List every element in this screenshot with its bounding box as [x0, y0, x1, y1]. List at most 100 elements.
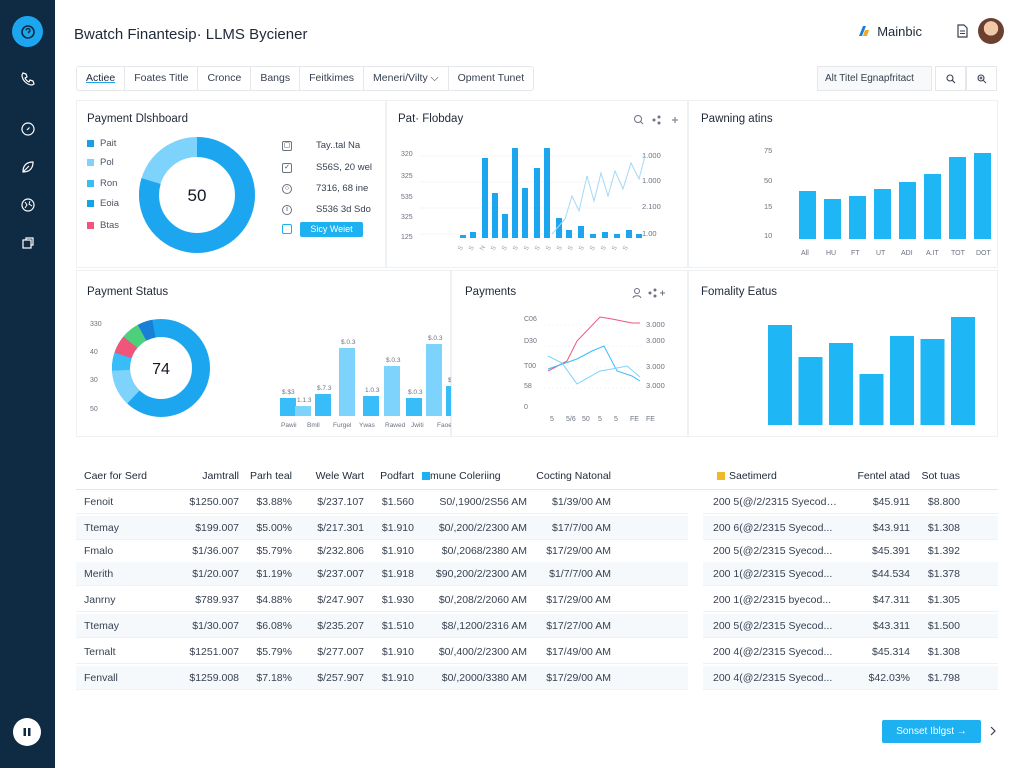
table-row[interactable]: Merith $1/20.007 $1.19% $/237.007 $1.918 $90,… [76, 562, 688, 586]
table-row[interactable]: 200 1(@2/2315 Syecod... $44.534 $1.378 [703, 562, 998, 586]
table-cell: $0/,2000/3380 AM [441, 672, 527, 684]
bar-label: 1.0.3 [365, 387, 380, 394]
top-right-controls: Mainbic [857, 18, 1004, 44]
table-cell: $1.19% [256, 568, 292, 580]
table-row[interactable]: Fenoit $1250.007 $3.88% $/237.107 $1.560 S0/,… [76, 490, 688, 514]
legend-swatch [87, 140, 94, 147]
bar [512, 148, 518, 238]
x-tick-label: S [556, 244, 565, 252]
view-button[interactable]: Sicy Weiet [300, 222, 363, 237]
bar [426, 344, 442, 416]
series-line [547, 316, 640, 372]
column-header[interactable]: Jamtrall [202, 470, 239, 482]
avatar[interactable] [978, 18, 1004, 44]
table-row[interactable]: Fenvall $1259.008 $7.18% $/257.907 $1.910 $0/… [76, 666, 688, 690]
list-item: i S536 3d Sdo [282, 204, 371, 215]
tab-actiee[interactable]: Actiee [77, 67, 126, 90]
search-button[interactable] [935, 66, 966, 91]
table-row[interactable]: Ttemay $1/30.007 $6.08% $/235.207 $1.510 $8/,… [76, 614, 688, 638]
leaf-icon[interactable] [17, 156, 39, 178]
pause-button[interactable] [13, 718, 41, 746]
table-row[interactable]: 200 4(@2/2315 Syecod... $42.03% $1.798 [703, 666, 998, 690]
column-header[interactable]: Sot tuas [921, 470, 960, 482]
bar-label: 1.1.3 [297, 397, 312, 404]
table-cell: $43.911 [872, 522, 910, 534]
document-icon[interactable] [956, 24, 968, 38]
axis-tick-label: 2.100 [642, 202, 661, 211]
table-cell: $6.08% [256, 620, 292, 632]
bar [924, 174, 941, 239]
tab-feitkimes[interactable]: Feitkimes [300, 67, 365, 90]
bar [502, 214, 508, 238]
table-cell: $0/,400/2/2300 AM [438, 646, 527, 658]
table-row[interactable]: Ttemay $199.007 $5.00% $/217.301 $1.910 $0/,2… [76, 516, 688, 540]
payment-status-chart: 74 330 40 30 50 $.$31.1.3 $.7.3 $.0.3 1.0.3 $.0.3… [90, 319, 452, 429]
tab-bangs[interactable]: Bangs [251, 67, 301, 90]
bar [859, 374, 884, 425]
page-title: Bwatch Finantesip· LLMS Byciener [74, 26, 308, 43]
axis-tick-label: 15 [764, 202, 772, 211]
column-header[interactable]: Parh teal [249, 470, 292, 482]
brand[interactable]: Mainbic [857, 24, 922, 39]
compass-icon[interactable] [17, 118, 39, 140]
tab-opment-tunet[interactable]: Opment Tunet [457, 72, 525, 84]
table-cell: Fenoit [84, 496, 114, 508]
table-cell: $45.911 [872, 496, 910, 508]
table-cell: $0/,208/2/2060 AM [438, 594, 527, 606]
chevron-right-icon[interactable] [989, 726, 997, 736]
table-row[interactable]: Ternalt $1251.007 $5.79% $/277.007 $1.910 $0/… [76, 640, 688, 664]
table-row[interactable]: 200 4(@2/2315 Syecod... $45.314 $1.308 [703, 640, 998, 664]
table-cell: $4.88% [256, 594, 292, 606]
box-icon[interactable] [17, 232, 39, 254]
table-cell: 200 6(@2/2315 Syecod... [713, 522, 833, 534]
table-cell: $/232.806 [317, 545, 364, 557]
check-icon: ✓ [282, 162, 292, 173]
table-cell: S0/,1900/2S56 AM [439, 496, 527, 508]
table-cell: $44.534 [872, 568, 910, 580]
bar [315, 394, 331, 416]
bar [544, 148, 550, 238]
table-row[interactable]: Fmalo $1/36.007 $5.79% $/232.806 $1.910 $0/,2… [76, 539, 688, 563]
bar-label: $.$3 [282, 389, 295, 396]
globe-icon[interactable] [17, 194, 39, 216]
column-header[interactable]: Caer for Serd [84, 470, 148, 482]
table-cell: 200 5(@2/2315 Syecod... [713, 545, 833, 557]
table-cell: $7.18% [256, 672, 292, 684]
bar-label: $.0.3 [341, 339, 356, 346]
column-header[interactable]: Fentel atad [857, 470, 910, 482]
send-button[interactable]: Sonset Iblgst → [882, 720, 981, 743]
phone-icon[interactable] [17, 68, 39, 90]
table-row[interactable]: 200 6(@2/2315 Syecod... $43.911 $1.308 [703, 516, 998, 540]
axis-tick-label: 1.000 [642, 151, 661, 160]
filter-input[interactable]: Alt Titel Egnapfritact [817, 66, 932, 91]
table-cell: $1.500 [927, 620, 960, 632]
table-row[interactable]: 200 5(@2/2315 Syecod... $43.311 $1.500 [703, 614, 998, 638]
table-row[interactable]: Janrny $789.937 $4.88% $/247.907 $1.930 $0/,2… [76, 588, 688, 612]
payments-title: Payments [465, 286, 517, 298]
table-row[interactable]: 200 1(@2/2315 byecod... $47.311 $1.305 [703, 588, 998, 612]
table-cell: $45.391 [872, 545, 910, 557]
x-tick-label: Jwiti [411, 422, 424, 429]
bar [824, 199, 841, 239]
table-row[interactable]: 200 5(@/2/2315 Syecod L... $45.911 $8.800 [703, 490, 998, 514]
column-header[interactable]: mune Coleriing [414, 470, 527, 482]
column-header[interactable]: Saetimerd [713, 470, 838, 482]
tab-foates-title[interactable]: Foates Title [125, 67, 199, 90]
app-logo[interactable] [12, 16, 43, 47]
zoom-button[interactable] [966, 66, 997, 91]
bar [295, 406, 311, 416]
sidebar [0, 0, 55, 768]
column-header[interactable]: Podfart [380, 470, 414, 482]
pat-flobday-card: Pat· Flobday 320 325 535 325 125 1.000 1.000 2.… [386, 100, 688, 268]
table-cell: $17/29/00 AM [546, 594, 611, 606]
tab-cronce[interactable]: Cronce [198, 67, 252, 90]
x-tick-label: Bmll [307, 422, 320, 429]
column-header[interactable]: Cocting Natonal [536, 470, 611, 482]
table-row[interactable]: 200 5(@2/2315 Syecod... $45.391 $1.392 [703, 539, 998, 563]
table-cell: $8/,1200/2316 AM [441, 620, 527, 632]
table-cell: 200 4(@2/2315 Syecod... [713, 672, 833, 684]
tab-meneri-vilty[interactable]: Meneri/Vilty ⌵ [364, 67, 449, 90]
axis-tick-label: 3.000 [646, 336, 665, 345]
column-header[interactable]: Wele Wart [315, 470, 364, 482]
